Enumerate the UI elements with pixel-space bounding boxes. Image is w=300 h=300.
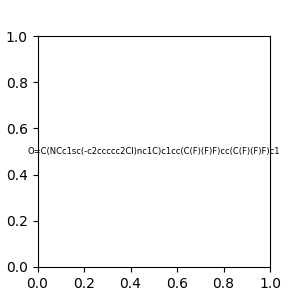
Text: O=C(NCc1sc(-c2ccccc2Cl)nc1C)c1cc(C(F)(F)F)cc(C(F)(F)F)c1: O=C(NCc1sc(-c2ccccc2Cl)nc1C)c1cc(C(F)(F)…	[28, 147, 280, 156]
